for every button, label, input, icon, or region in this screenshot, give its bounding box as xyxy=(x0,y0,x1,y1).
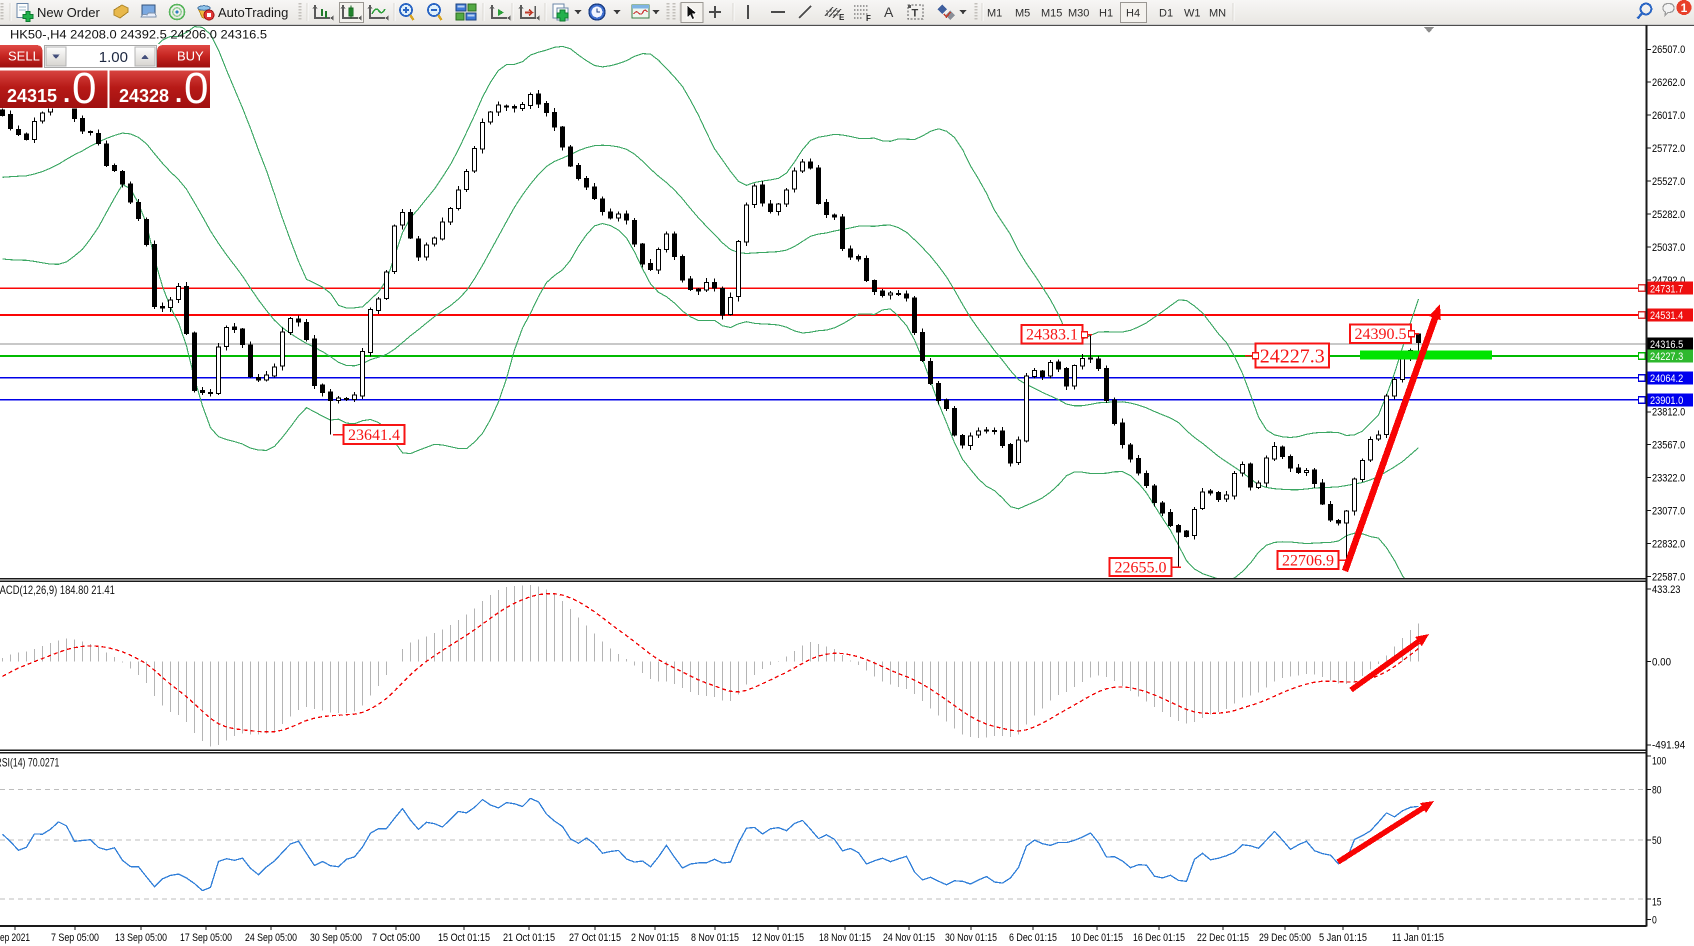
svg-text:HK50-,H4 24208.0 24392.5 2420: HK50-,H4 24208.0 24392.5 24206.0 24316.5 xyxy=(10,28,267,42)
svg-text:RSI(14) 70.0271: RSI(14) 70.0271 xyxy=(0,756,60,770)
svg-text:22655.0: 22655.0 xyxy=(1115,559,1167,576)
svg-text:12 Nov 01:15: 12 Nov 01:15 xyxy=(752,932,804,944)
svg-text:26262.0: 26262.0 xyxy=(1652,77,1685,89)
svg-text:.: . xyxy=(63,78,70,108)
svg-text:16 Dec 01:15: 16 Dec 01:15 xyxy=(1133,932,1185,944)
svg-text:23812.0: 23812.0 xyxy=(1652,407,1685,419)
svg-text:24227.3: 24227.3 xyxy=(1260,345,1325,367)
svg-text:22706.9: 22706.9 xyxy=(1282,552,1334,569)
svg-text:M30: M30 xyxy=(1068,8,1089,20)
svg-text:25772.0: 25772.0 xyxy=(1652,143,1685,155)
svg-text:22832.0: 22832.0 xyxy=(1652,538,1685,550)
svg-text:0: 0 xyxy=(1652,914,1657,926)
svg-text:23077.0: 23077.0 xyxy=(1652,506,1685,518)
svg-text:24315: 24315 xyxy=(7,86,57,106)
svg-text:A: A xyxy=(884,4,894,20)
svg-text:15: 15 xyxy=(1652,897,1662,909)
svg-text:F: F xyxy=(866,14,871,23)
svg-text:1.00: 1.00 xyxy=(99,49,128,66)
svg-text:24531.4: 24531.4 xyxy=(1650,310,1683,322)
svg-text:10 Dec 01:15: 10 Dec 01:15 xyxy=(1071,932,1123,944)
svg-text:7 Oct 05:00: 7 Oct 05:00 xyxy=(372,932,420,944)
svg-text:23322.0: 23322.0 xyxy=(1652,473,1685,485)
svg-text:11 Jan 01:15: 11 Jan 01:15 xyxy=(1392,932,1444,944)
svg-text:ep 2021: ep 2021 xyxy=(0,932,30,944)
svg-text:433.23: 433.23 xyxy=(1652,584,1681,596)
svg-text:SELL: SELL xyxy=(8,49,40,64)
svg-text:27 Oct 01:15: 27 Oct 01:15 xyxy=(569,932,621,944)
svg-text:8 Nov 01:15: 8 Nov 01:15 xyxy=(691,932,739,944)
svg-text:22 Dec 01:15: 22 Dec 01:15 xyxy=(1197,932,1249,944)
svg-text:50: 50 xyxy=(1652,835,1662,847)
svg-text:30 Nov 01:15: 30 Nov 01:15 xyxy=(945,932,997,944)
svg-text:25037.0: 25037.0 xyxy=(1652,242,1685,254)
svg-text:22587.0: 22587.0 xyxy=(1652,571,1685,583)
svg-text:E: E xyxy=(839,13,845,22)
svg-text:29 Dec 05:00: 29 Dec 05:00 xyxy=(1259,932,1311,944)
svg-text:6 Dec 01:15: 6 Dec 01:15 xyxy=(1009,932,1057,944)
svg-text:H4: H4 xyxy=(1126,8,1140,20)
svg-text:23567.0: 23567.0 xyxy=(1652,440,1685,452)
svg-text:100: 100 xyxy=(1652,755,1666,767)
svg-text:25282.0: 25282.0 xyxy=(1652,209,1685,221)
svg-text:M5: M5 xyxy=(1015,8,1030,20)
svg-text:13 Sep 05:00: 13 Sep 05:00 xyxy=(115,932,167,944)
svg-text:BUY: BUY xyxy=(177,49,204,64)
svg-text:18 Nov 01:15: 18 Nov 01:15 xyxy=(819,932,871,944)
svg-text:26017.0: 26017.0 xyxy=(1652,110,1685,122)
svg-text:25527.0: 25527.0 xyxy=(1652,176,1685,188)
svg-text:26507.0: 26507.0 xyxy=(1652,44,1685,56)
svg-text:0: 0 xyxy=(184,64,208,113)
svg-text:24 Sep 05:00: 24 Sep 05:00 xyxy=(245,932,297,944)
svg-text:24328: 24328 xyxy=(119,86,169,106)
svg-text:24390.5: 24390.5 xyxy=(1355,326,1407,343)
svg-text:23901.0: 23901.0 xyxy=(1650,395,1683,407)
svg-text:W1: W1 xyxy=(1184,8,1201,20)
svg-text:M15: M15 xyxy=(1041,8,1062,20)
svg-text:17 Sep 05:00: 17 Sep 05:00 xyxy=(180,932,232,944)
svg-text:T: T xyxy=(912,8,919,20)
svg-text:5 Jan 01:15: 5 Jan 01:15 xyxy=(1319,932,1367,944)
svg-text:21 Oct 01:15: 21 Oct 01:15 xyxy=(503,932,555,944)
svg-text:MN: MN xyxy=(1209,8,1226,20)
svg-text:30 Sep 05:00: 30 Sep 05:00 xyxy=(310,932,362,944)
svg-text:New Order: New Order xyxy=(37,5,101,20)
svg-text:80: 80 xyxy=(1652,784,1662,796)
svg-text:2 Nov 01:15: 2 Nov 01:15 xyxy=(631,932,679,944)
svg-text:D1: D1 xyxy=(1159,8,1173,20)
svg-text:7 Sep 05:00: 7 Sep 05:00 xyxy=(51,932,99,944)
svg-text:AutoTrading: AutoTrading xyxy=(218,5,288,20)
svg-text:.: . xyxy=(175,78,182,108)
svg-text:M1: M1 xyxy=(987,8,1002,20)
svg-text:0: 0 xyxy=(72,64,96,113)
svg-text:24316.5: 24316.5 xyxy=(1650,339,1683,351)
svg-text:23641.4: 23641.4 xyxy=(348,427,400,444)
svg-text:24064.2: 24064.2 xyxy=(1650,373,1683,385)
svg-text:24731.7: 24731.7 xyxy=(1650,283,1683,295)
svg-text:-491.94: -491.94 xyxy=(1652,740,1685,752)
svg-text:24227.3: 24227.3 xyxy=(1650,351,1683,363)
svg-text:24383.1: 24383.1 xyxy=(1026,327,1078,344)
svg-text:0.00: 0.00 xyxy=(1652,657,1671,669)
svg-text:MACD(12,26,9) 184.80 21.41: MACD(12,26,9) 184.80 21.41 xyxy=(0,583,115,597)
svg-text:1: 1 xyxy=(1681,1,1688,15)
svg-text:24 Nov 01:15: 24 Nov 01:15 xyxy=(883,932,935,944)
svg-text:15 Oct 01:15: 15 Oct 01:15 xyxy=(438,932,490,944)
svg-text:H1: H1 xyxy=(1099,8,1113,20)
